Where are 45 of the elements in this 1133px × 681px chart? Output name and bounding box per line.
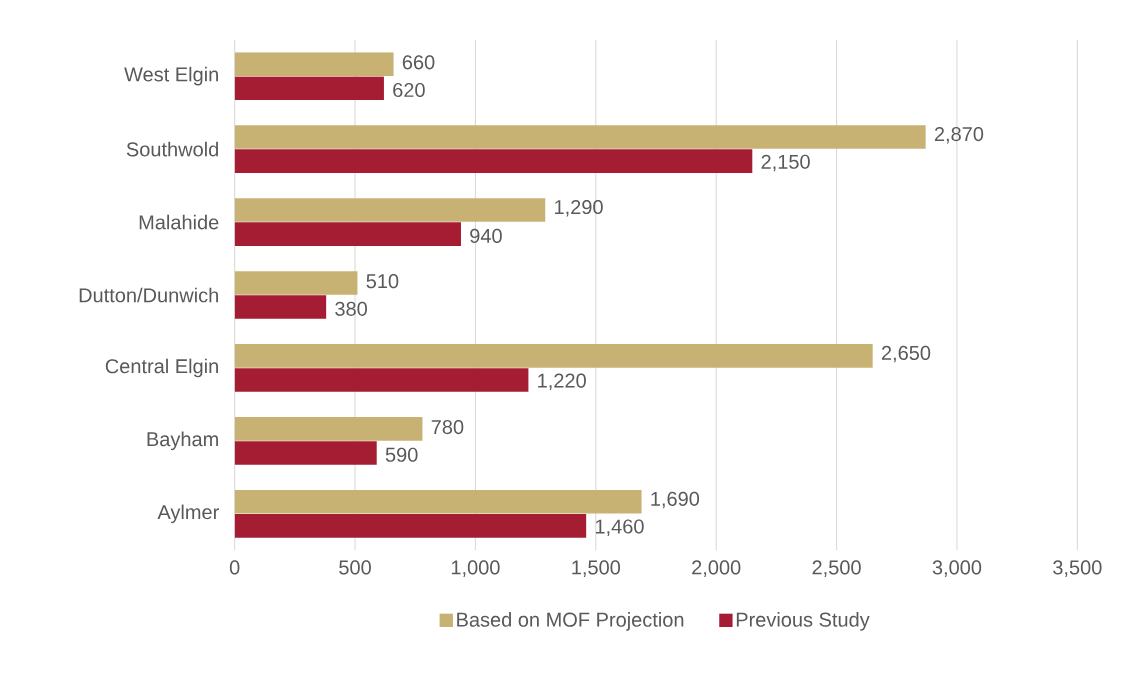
bar xyxy=(234,295,327,319)
data-label: 1,220 xyxy=(538,373,586,391)
x-tick-label: 3,000 xyxy=(932,560,982,577)
data-label: 620 xyxy=(393,82,425,98)
bar xyxy=(234,76,384,100)
legend-label: Previous Study xyxy=(736,612,870,631)
data-label: 780 xyxy=(431,419,464,435)
y-tick-label: Southwold xyxy=(126,141,218,157)
bar xyxy=(234,222,461,246)
data-label: 1,460 xyxy=(595,519,644,536)
y-tick-label: Aylmer xyxy=(157,504,219,524)
y-tick-label: Malahide xyxy=(139,214,219,230)
data-label: 1,290 xyxy=(555,199,603,217)
y-tick-label: West Elgin xyxy=(124,66,218,86)
data-label: 2,650 xyxy=(881,345,931,363)
y-tick-label: Dutton/Dunwich xyxy=(79,287,218,303)
data-label: 2,870 xyxy=(934,126,984,144)
bar xyxy=(234,149,753,173)
bar xyxy=(234,368,529,392)
x-tick-label: 500 xyxy=(339,560,371,575)
bar xyxy=(234,52,394,76)
data-label: 590 xyxy=(385,447,418,462)
x-tick-label: 2,000 xyxy=(692,560,741,577)
legend-label: Based on MOF Projection xyxy=(457,612,684,631)
bar xyxy=(234,198,546,222)
bar xyxy=(234,490,642,514)
data-label: 940 xyxy=(470,228,502,243)
y-tick-label: Central Elgin xyxy=(105,358,218,378)
data-label: 510 xyxy=(366,274,399,289)
bar xyxy=(234,344,873,368)
x-tick-label: 1,500 xyxy=(572,560,621,577)
bar xyxy=(234,125,926,149)
x-tick-label: 3,500 xyxy=(1053,560,1102,577)
data-label: 380 xyxy=(335,301,367,316)
data-label: 660 xyxy=(402,55,435,70)
bar xyxy=(234,441,377,465)
y-tick-label: Bayham xyxy=(147,431,218,451)
x-tick-label: 2,500 xyxy=(812,560,861,577)
x-tick-label: 1,000 xyxy=(451,560,500,577)
bar xyxy=(234,514,587,538)
data-label: 2,150 xyxy=(761,154,810,172)
data-label: 1,690 xyxy=(651,491,700,509)
x-tick-label: 0 xyxy=(229,560,240,575)
bar xyxy=(234,271,358,295)
bar xyxy=(234,417,423,441)
